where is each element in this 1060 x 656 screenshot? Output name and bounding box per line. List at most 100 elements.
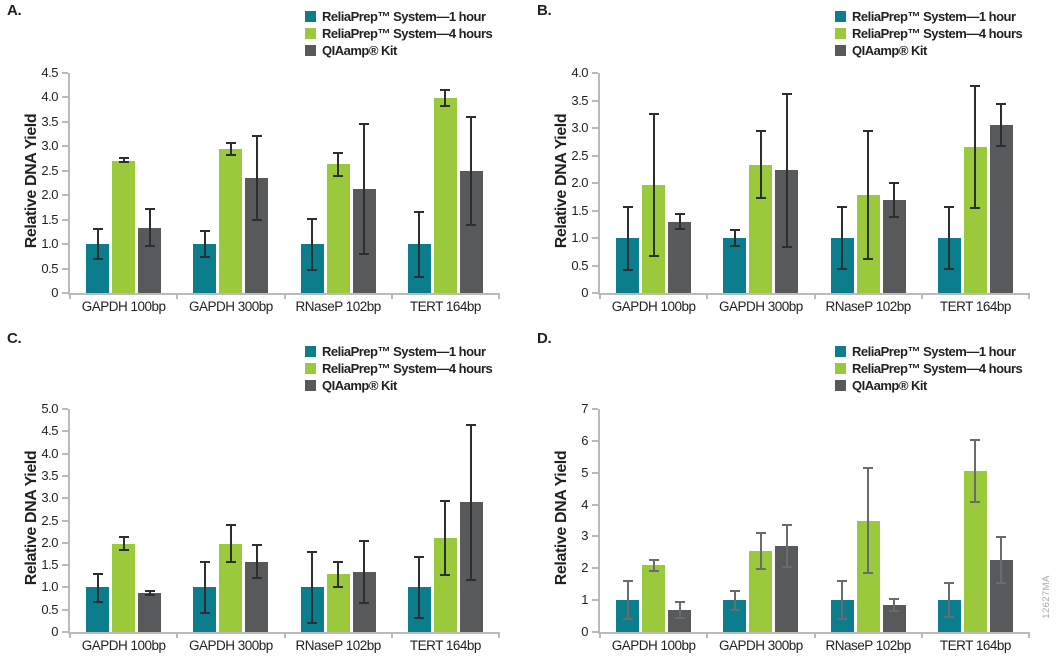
bar (86, 244, 110, 293)
error-bar-line (363, 541, 366, 603)
error-bar-line (841, 581, 844, 619)
bar (642, 565, 666, 632)
y-tick (62, 519, 68, 522)
bar (245, 561, 269, 632)
y-tick (592, 72, 598, 74)
x-tick (921, 293, 923, 299)
error-bar-line (418, 557, 421, 619)
bar (723, 600, 747, 632)
bar (112, 160, 136, 293)
error-bar-cap (118, 549, 129, 552)
error-bar-line (948, 583, 951, 617)
figure-number: 12627MA (1041, 575, 1052, 619)
error-bar-cap (674, 213, 685, 216)
error-bar-cap (466, 578, 477, 581)
bar (723, 238, 747, 293)
bar (882, 200, 906, 293)
x-tick (814, 293, 816, 299)
panel-letter: A. (7, 2, 22, 19)
bar (138, 227, 162, 293)
legend-item: QIAamp® Kit (835, 377, 1022, 394)
error-bar-cap (622, 580, 633, 583)
error-bar-cap (333, 174, 344, 177)
error-bar-line (122, 537, 125, 551)
error-bar-line (418, 211, 421, 277)
error-bar-cap (944, 206, 955, 209)
error-bar-line (785, 525, 788, 567)
error-bar-cap (970, 207, 981, 210)
error-bar-cap (225, 153, 236, 156)
x-tick (814, 632, 816, 638)
y-tick (592, 127, 598, 129)
bar (989, 125, 1013, 293)
x-tick (176, 632, 178, 638)
y-tick (62, 145, 68, 148)
error-bar-cap (225, 523, 236, 526)
error-bar-cap (837, 267, 848, 270)
error-bar-cap (889, 597, 900, 600)
y-tick (592, 99, 598, 102)
y-tick (592, 471, 598, 474)
error-bar-cap (674, 616, 685, 619)
error-bar-line (759, 532, 762, 569)
error-bar-line (311, 218, 314, 270)
error-bar-cap (729, 589, 740, 592)
y-tick-label: 4.0 (41, 445, 58, 461)
category-label: GAPDH 100bp (611, 638, 696, 653)
y-tick-label: 1.5 (41, 557, 58, 573)
error-bar-line (337, 561, 340, 587)
x-tick (1028, 293, 1030, 299)
error-bar-cap (440, 89, 451, 92)
error-bar-line (444, 90, 447, 106)
error-bar-cap (674, 227, 685, 230)
y-tick-label: 3.0 (41, 490, 58, 506)
error-bar-line (974, 439, 977, 503)
y-tick (592, 503, 598, 506)
legend: ReliaPrep™ System—1 hour ReliaPrep™ Syste… (305, 343, 493, 394)
error-bar-cap (199, 256, 210, 259)
error-bar-cap (414, 275, 425, 278)
error-bar-cap (440, 500, 451, 503)
error-bar-line (893, 598, 896, 612)
error-bar-cap (118, 157, 129, 160)
legend-item: ReliaPrep™ System—4 hours (305, 360, 493, 377)
bar (459, 170, 483, 293)
legend-swatch-icon (305, 45, 316, 56)
error-bar-cap (781, 565, 792, 568)
error-bar-cap (333, 560, 344, 563)
bar (775, 546, 799, 632)
x-tick (921, 632, 923, 638)
legend-swatch-icon (305, 380, 316, 391)
error-bar-line (893, 183, 896, 218)
y-tick-label: 3.0 (571, 120, 588, 135)
y-tick (62, 474, 68, 477)
x-tick (1028, 632, 1030, 638)
error-bar-cap (781, 245, 792, 248)
error-bar-line (203, 561, 206, 614)
y-tick-label: 2.5 (41, 512, 58, 528)
y-tick (592, 535, 598, 538)
error-bar-cap (648, 558, 659, 561)
error-bar-cap (307, 622, 318, 625)
legend-item: ReliaPrep™ System—4 hours (305, 25, 493, 42)
y-tick-label: 1.0 (41, 236, 58, 252)
error-bar-line (255, 136, 258, 220)
error-bar-line (626, 206, 629, 270)
legend-label: ReliaPrep™ System—4 hours (852, 361, 1023, 376)
error-bar-line (678, 214, 681, 229)
error-bar-line (337, 152, 340, 176)
error-bar-cap (225, 560, 236, 563)
x-tick (706, 632, 708, 638)
error-bar-cap (118, 536, 129, 539)
y-tick-label: 4.0 (571, 65, 588, 80)
x-tick (284, 293, 286, 299)
y-tick (592, 264, 598, 267)
error-bar-cap (944, 268, 955, 271)
error-bar-cap (307, 268, 318, 271)
panel-b: B. ReliaPrep™ System—1 hour ReliaPrep™ Sy… (530, 0, 1060, 328)
y-tick (62, 631, 68, 633)
legend-swatch-icon (835, 363, 846, 374)
legend-item: ReliaPrep™ System—4 hours (835, 25, 1023, 42)
legend-swatch-icon (835, 11, 846, 22)
error-bar-cap (92, 257, 103, 260)
